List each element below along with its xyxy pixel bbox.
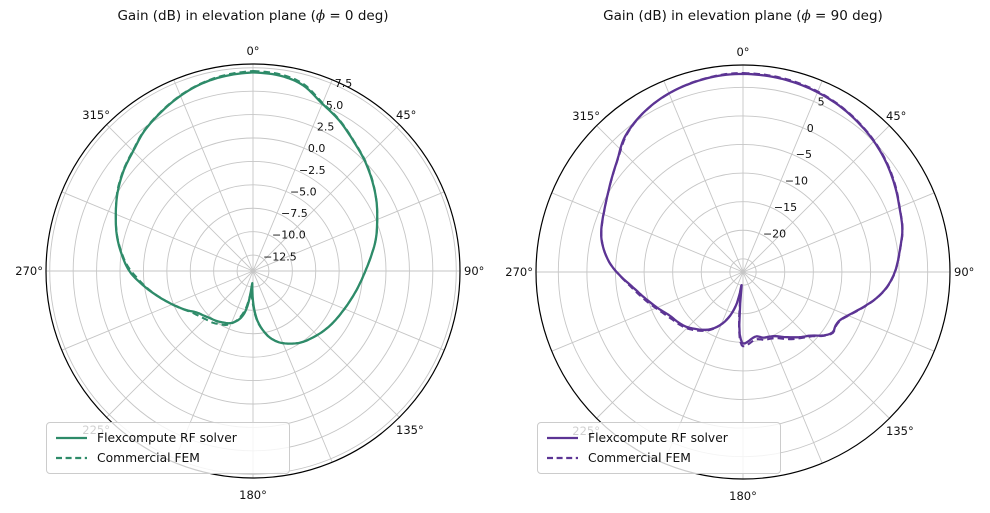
angle-tick-label: 0° [246, 44, 259, 58]
angle-tick-label: 315° [572, 109, 600, 123]
radial-tick-label: −10.0 [272, 229, 306, 242]
angle-tick-label: 90° [464, 264, 484, 278]
spoke-gridline [742, 271, 935, 352]
radial-tick-label: −2.5 [299, 164, 326, 177]
radial-tick-label: −5.0 [290, 185, 317, 198]
spoke-gridline [106, 124, 254, 272]
spoke-gridline [742, 192, 935, 273]
title-text: = 0 deg) [325, 8, 389, 24]
spoke-gridline [742, 271, 890, 419]
spoke-gridline [252, 270, 445, 351]
radial-tick-label: −20 [763, 227, 786, 240]
title-text: Gain (dB) in elevation plane ( [117, 8, 316, 24]
outer-boundary [535, 64, 951, 480]
legend-label: Commercial FEM [97, 451, 200, 465]
legend-phi90: Flexcompute RF solver Commercial FEM [537, 422, 781, 474]
angle-tick-label: 270° [15, 264, 43, 278]
angle-tick-label: 135° [396, 423, 424, 437]
title-text: Gain (dB) in elevation plane ( [603, 8, 802, 24]
angle-tick-label: 180° [729, 489, 757, 503]
legend-line-dashed-icon [547, 456, 578, 460]
angle-tick-label: 45° [396, 108, 416, 122]
spoke-gridline [173, 79, 254, 272]
spoke-gridline [742, 125, 890, 273]
radial-tick-label: −12.5 [263, 250, 297, 263]
series-path-solver [114, 71, 379, 345]
radial-tick-label: 0.0 [308, 142, 326, 155]
angle-tick-label: 0° [736, 45, 749, 59]
legend-phi0: Flexcompute RF solver Commercial FEM [46, 422, 290, 474]
spoke-gridline [252, 79, 333, 272]
legend-label: Flexcompute RF solver [588, 431, 728, 445]
radial-tick-label: −15 [774, 201, 797, 214]
legend-entry-fem: Commercial FEM [546, 448, 770, 468]
radial-tick-label: 2.5 [317, 120, 335, 133]
plot-title-phi-90: Gain (dB) in elevation plane (ϕ = 90 deg… [603, 8, 883, 24]
spoke-gridline [596, 125, 744, 273]
series-path-fem [600, 72, 904, 348]
spoke-gridline [742, 271, 823, 464]
angle-tick-label: 180° [239, 488, 267, 502]
phi-symbol: ϕ [315, 8, 326, 24]
angle-tick-label: 45° [886, 109, 906, 123]
phi-symbol: ϕ [801, 8, 811, 24]
spoke-gridline [551, 192, 744, 273]
plot-title-phi-0: Gain (dB) in elevation plane (ϕ = 0 deg) [117, 8, 388, 24]
spoke-gridline [106, 270, 254, 418]
legend-entry-fem: Commercial FEM [55, 448, 279, 468]
spoke-gridline [252, 270, 333, 463]
spoke-gridline [252, 124, 400, 272]
spoke-gridline [551, 271, 744, 352]
series-path-fem [114, 70, 379, 345]
outer-boundary [45, 63, 461, 479]
legend-line-dashed-icon [56, 456, 87, 460]
angle-tick-label: 90° [954, 265, 974, 279]
title-text: = 90 deg) [810, 8, 883, 24]
spoke-gridline [252, 191, 445, 272]
radial-tick-label: −10 [785, 175, 808, 188]
spoke-gridline [596, 271, 744, 419]
legend-line-solid-icon [547, 436, 578, 440]
radial-tick-label: 7.5 [335, 77, 353, 90]
angle-tick-label: 315° [82, 108, 110, 122]
radial-tick-label: −7.5 [281, 207, 308, 220]
radial-tick-label: −5 [796, 148, 812, 161]
radial-tick-label: 5.0 [326, 99, 344, 112]
legend-entry-solver: Flexcompute RF solver [546, 428, 770, 448]
spoke-gridline [61, 191, 254, 272]
spoke-gridline [61, 270, 254, 351]
legend-entry-solver: Flexcompute RF solver [55, 428, 279, 448]
spoke-gridline [663, 80, 744, 273]
spoke-gridline [742, 80, 823, 273]
legend-label: Commercial FEM [588, 451, 691, 465]
spoke-gridline [252, 270, 400, 418]
legend-line-solid-icon [56, 436, 87, 440]
angle-tick-label: 270° [505, 265, 533, 279]
radial-tick-label: 5 [818, 95, 825, 108]
legend-label: Flexcompute RF solver [97, 431, 237, 445]
radial-tick-label: 0 [807, 122, 814, 135]
angle-tick-label: 135° [886, 424, 914, 438]
